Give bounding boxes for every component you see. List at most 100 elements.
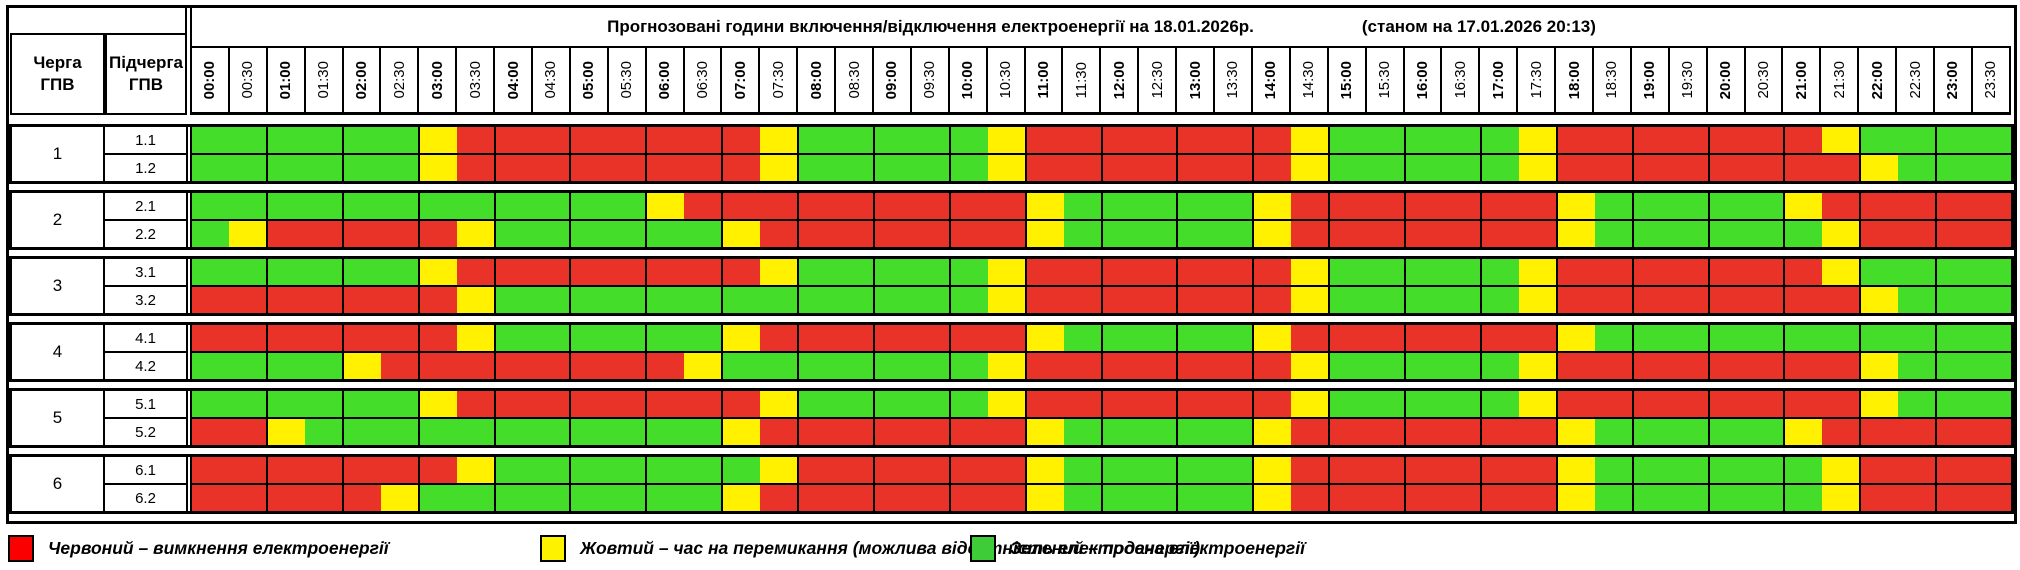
slot-1.2-06:30 [684, 155, 724, 181]
double-line-gap [188, 193, 190, 247]
slot-3.2-03:00 [419, 287, 457, 313]
slot-6.1-09:30 [911, 457, 951, 483]
schedule-rows [190, 193, 2011, 247]
slot-2.1-15:30 [1367, 193, 1406, 219]
time-col-00:00: 00:00 [190, 46, 230, 115]
slot-6.1-19:00 [1633, 457, 1671, 483]
slot-1.1-01:30 [304, 127, 344, 153]
slot-3.1-05:00 [571, 259, 609, 285]
slot-4.1-07:30 [760, 325, 799, 351]
slot-4.2-10:00 [950, 353, 988, 379]
subqueue-column: 2.1 2.2 [105, 193, 188, 247]
slot-1.1-16:00 [1406, 127, 1443, 153]
slot-2.2-02:00 [343, 221, 381, 247]
time-col-18:30: 18:30 [1593, 46, 1632, 115]
slot-6.1-02:00 [343, 457, 381, 483]
slot-2.2-14:30 [1291, 221, 1331, 247]
slot-5.1-02:00 [343, 391, 381, 417]
slot-5.2-11:00 [1026, 419, 1064, 445]
slot-4.1-22:00 [1861, 325, 1899, 351]
slot-2.1-06:30 [684, 193, 724, 219]
time-label: 10:30 [997, 61, 1015, 99]
slot-6.1-05:30 [608, 457, 648, 483]
time-label: 16:30 [1451, 61, 1469, 99]
slot-2.1-15:00 [1330, 193, 1368, 219]
slot-5.2-15:30 [1367, 419, 1406, 445]
slot-2.2-09:00 [874, 221, 912, 247]
slot-2.1-16:30 [1442, 193, 1482, 219]
slot-4.2-18:30 [1594, 353, 1634, 379]
slot-4.2-02:30 [380, 353, 420, 379]
slot-1.1-04:00 [495, 127, 533, 153]
slot-3.2-08:00 [799, 287, 836, 313]
slot-5.1-14:00 [1254, 391, 1292, 417]
slot-4.2-19:30 [1670, 353, 1710, 379]
legend-swatch-G [970, 534, 996, 562]
slot-2.2-08:30 [835, 221, 875, 247]
slot-6.1-06:30 [684, 457, 724, 483]
slot-1.2-15:30 [1367, 155, 1406, 181]
slot-3.2-13:30 [1215, 287, 1255, 313]
slot-6.2-04:00 [495, 485, 533, 511]
slot-4.2-15:30 [1367, 353, 1406, 379]
time-label: 22:30 [1906, 61, 1924, 99]
slot-6.1-00:00 [192, 457, 229, 483]
slot-1.2-21:30 [1822, 155, 1862, 181]
slot-6.1-15:00 [1330, 457, 1368, 483]
time-label: 11:00 [1035, 61, 1053, 99]
slot-6.2-17:30 [1518, 485, 1558, 511]
slot-5.1-05:00 [571, 391, 609, 417]
slot-4.2-23:30 [1974, 353, 2011, 379]
slot-3.2-04:30 [532, 287, 572, 313]
title-row: Прогнозовані години включення/відключенн… [190, 8, 2011, 46]
slot-3.2-01:00 [267, 287, 305, 313]
slot-1.1-01:00 [267, 127, 305, 153]
slot-6.1-12:30 [1139, 457, 1179, 483]
slot-6.2-02:30 [380, 485, 420, 511]
slot-6.1-23:00 [1937, 457, 1975, 483]
time-label: 03:30 [466, 61, 484, 99]
time-col-16:00: 16:00 [1404, 46, 1443, 115]
slot-1.1-22:30 [1898, 127, 1938, 153]
slot-4.2-05:30 [608, 353, 648, 379]
slot-2.2-20:30 [1746, 221, 1786, 247]
slot-2.1-08:30 [835, 193, 875, 219]
slot-3.2-03:30 [456, 287, 496, 313]
slot-3.1-09:00 [874, 259, 912, 285]
slot-4.2-22:00 [1861, 353, 1899, 379]
slot-5.2-07:00 [723, 419, 761, 445]
slot-4.1-12:00 [1102, 325, 1140, 351]
double-line-gap [188, 391, 190, 445]
slot-5.1-02:30 [380, 391, 420, 417]
slot-4.1-03:00 [419, 325, 457, 351]
slot-5.2-10:30 [987, 419, 1027, 445]
time-label: 06:00 [656, 60, 674, 100]
slot-3.2-10:00 [950, 287, 988, 313]
slot-4.2-11:00 [1026, 353, 1064, 379]
slot-5.2-21:00 [1785, 419, 1823, 445]
slot-2.2-03:00 [419, 221, 457, 247]
slot-3.1-06:30 [684, 259, 724, 285]
slot-2.2-15:30 [1367, 221, 1406, 247]
slot-1.2-01:30 [304, 155, 344, 181]
slot-4.1-19:30 [1670, 325, 1710, 351]
slot-1.2-17:00 [1481, 155, 1519, 181]
time-col-07:30: 07:30 [760, 46, 799, 115]
time-label: 16:00 [1413, 60, 1431, 100]
slot-4.2-07:30 [760, 353, 799, 379]
slot-5.1-21:00 [1785, 391, 1823, 417]
slot-1.2-03:30 [456, 155, 496, 181]
slot-6.1-05:00 [571, 457, 609, 483]
slot-3.1-20:30 [1746, 259, 1786, 285]
slot-2.2-04:00 [495, 221, 533, 247]
slot-4.2-00:00 [192, 353, 229, 379]
slot-4.2-16:30 [1442, 353, 1482, 379]
slot-3.1-14:00 [1254, 259, 1292, 285]
slot-4.1-19:00 [1633, 325, 1671, 351]
time-col-01:00: 01:00 [267, 46, 306, 115]
slot-6.1-20:30 [1746, 457, 1786, 483]
slot-5.1-19:00 [1633, 391, 1671, 417]
slot-5.1-16:30 [1442, 391, 1482, 417]
legend-text: Червоний – вимкнення електроенергії [48, 537, 389, 558]
